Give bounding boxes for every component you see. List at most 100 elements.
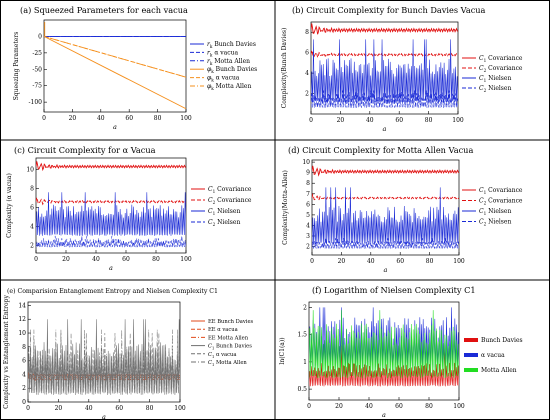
x-axis-label: a — [382, 411, 386, 419]
y-tick-label: 2 — [303, 304, 307, 311]
y-axis-label: Squeezing Parameters — [13, 32, 20, 101]
y-axis-label: ln(C1(a)) — [279, 337, 286, 364]
series-line — [312, 165, 459, 177]
x-tick-label: 60 — [115, 405, 123, 412]
x-tick-label: 0 — [310, 258, 314, 265]
x-tick-label: 60 — [395, 117, 403, 124]
x-tick-label: 0 — [307, 403, 311, 410]
x-tick-label: 80 — [152, 256, 160, 263]
series-line — [311, 23, 458, 35]
legend-label: φk α vacua — [207, 75, 240, 83]
y-tick-label: 2 — [30, 242, 34, 249]
y-tick-label: 14 — [18, 302, 26, 309]
y-tick-label: 4 — [305, 70, 309, 77]
x-tick-label: 60 — [396, 258, 404, 265]
y-tick-label: 0 — [38, 33, 42, 40]
series-group — [28, 319, 180, 396]
y-axis-label: Complexity (α vacua) — [6, 173, 13, 238]
legend-label: C1 Covariance — [208, 186, 252, 194]
y-tick-label: 8 — [305, 29, 309, 36]
legend-label: C2 Covariance — [479, 198, 523, 206]
plot-frame — [43, 19, 187, 113]
legend-label: C2 Covariance — [479, 65, 523, 73]
x-axis-label: a — [384, 266, 388, 274]
x-tick-label: 0 — [34, 256, 38, 263]
x-tick-label: 20 — [55, 405, 63, 412]
x-tick-label: 40 — [366, 117, 374, 124]
legend-label: C1 α vacua — [208, 352, 236, 359]
y-tick-label: 2 — [306, 244, 310, 251]
legend-label: C1 Bunch Davies — [208, 344, 252, 351]
series-group — [312, 165, 459, 249]
legend-label: φk Bunch Davies — [207, 66, 257, 74]
x-tick-label: 100 — [180, 256, 192, 263]
y-tick-label: 10 — [18, 330, 26, 337]
y-tick-label: 10 — [302, 159, 310, 166]
x-tick-label: 80 — [146, 405, 154, 412]
x-tick-label: 40 — [97, 115, 105, 122]
plot-frame — [310, 21, 459, 115]
y-tick-label: 5 — [306, 212, 310, 219]
legend-label: C1 Motta Allen — [208, 360, 247, 367]
plot-frame — [311, 159, 460, 256]
series-line — [311, 39, 458, 103]
y-tick-label: 0.5 — [297, 386, 307, 393]
series-line — [312, 192, 459, 202]
x-tick-label: 60 — [395, 403, 403, 410]
x-tick-label: 80 — [425, 403, 433, 410]
x-tick-label: 40 — [367, 258, 375, 265]
x-axis-label: a — [109, 264, 113, 272]
y-tick-label: 8 — [30, 185, 34, 192]
y-tick-label: 3 — [306, 233, 310, 240]
legend-label: C2 Nielsen — [479, 219, 511, 227]
chart-panel-b: (b) Circuit Complexity for Bunch Davies … — [281, 5, 523, 133]
series-line — [44, 36, 186, 110]
x-tick-label: 20 — [62, 256, 70, 263]
y-tick-label: 4 — [22, 371, 26, 378]
legend-label: C1 Nielsen — [208, 208, 240, 216]
y-tick-label: -50 — [32, 66, 42, 73]
legend-label: EE Bunch Davies — [208, 319, 254, 325]
x-axis-label: a — [383, 125, 387, 133]
x-tick-label: 40 — [365, 403, 373, 410]
y-tick-label: 6 — [306, 201, 310, 208]
chart-title: (a) Squeezed Parameters for each vacua — [20, 5, 188, 15]
x-tick-label: 100 — [453, 403, 465, 410]
x-tick-label: 0 — [42, 115, 46, 122]
x-tick-label: 100 — [174, 405, 186, 412]
series-group — [36, 161, 186, 248]
y-axis-label: Complexity vs Entanglement Entropy — [3, 295, 10, 409]
y-tick-label: 6 — [305, 50, 309, 57]
legend-label: rk Motta Allen — [207, 58, 250, 66]
x-tick-label: 60 — [122, 256, 130, 263]
y-tick-label: 12 — [18, 316, 26, 323]
y-tick-label: 9 — [306, 170, 310, 177]
x-tick-label: 40 — [92, 256, 100, 263]
x-tick-label: 80 — [425, 117, 433, 124]
plot-frame — [35, 157, 187, 254]
y-axis-label: Complexity(Bunch Davies) — [281, 28, 288, 109]
series-line — [309, 310, 459, 379]
y-tick-label: 2 — [22, 385, 26, 392]
series-line — [28, 329, 180, 394]
y-tick-label: -75 — [32, 83, 42, 90]
x-tick-label: 80 — [154, 115, 162, 122]
legend-label: Bunch Davies — [481, 337, 523, 344]
chart-title: (c) Circuit Complexity for α Vacua — [14, 145, 156, 155]
series-line — [36, 161, 186, 172]
chart-panel-a: (a) Squeezed Parameters for each vacua 0 2… — [13, 5, 257, 131]
x-axis-label: a — [113, 123, 117, 131]
legend-label: C1 Nielsen — [479, 75, 511, 83]
y-tick-label: 7 — [306, 191, 310, 198]
y-tick-label: 8 — [22, 344, 26, 351]
legend-label: C2 Covariance — [208, 197, 252, 205]
series-group — [44, 21, 186, 110]
y-tick-label: 6 — [30, 204, 34, 211]
chart-title: (f) Logarithm of Nielsen Complexity C1 — [312, 285, 476, 295]
x-tick-label: 100 — [453, 258, 465, 265]
legend-label: rk α vacua — [207, 49, 238, 57]
y-axis-label: Complexity(Motta-Allen) — [282, 170, 289, 245]
legend-label: C1 Covariance — [479, 55, 523, 63]
y-tick-label: 8 — [306, 180, 310, 187]
legend-label: EE α vacua — [208, 327, 238, 333]
